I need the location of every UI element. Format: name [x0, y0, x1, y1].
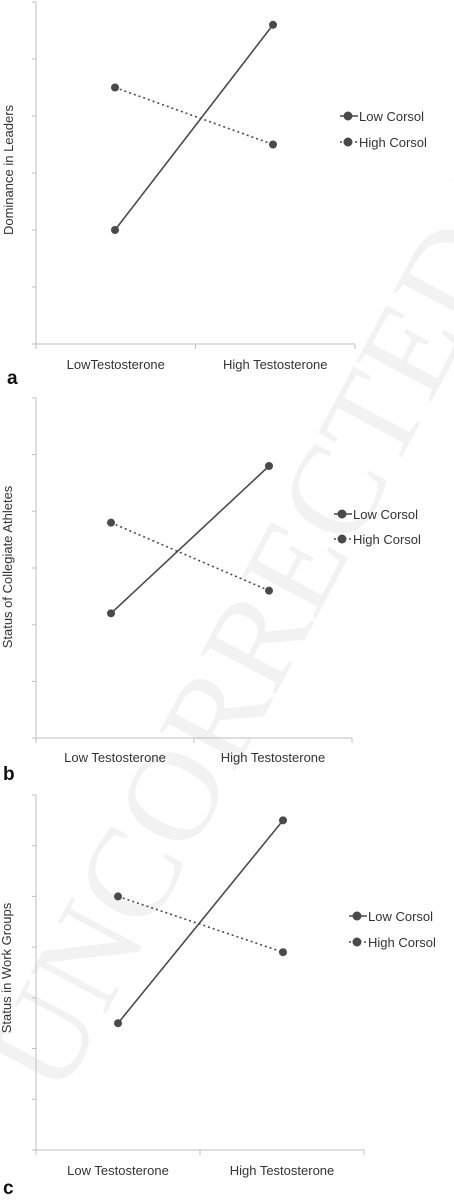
panel-label: c — [3, 1178, 14, 1199]
x-tick-label: Low Testosterone — [67, 1163, 169, 1178]
legend-label: Low Corsol — [359, 109, 424, 124]
x-tick-label: High Testosterone — [230, 1163, 335, 1178]
series-line-low-corsol — [110, 465, 270, 614]
data-point-low-corsol — [265, 462, 273, 470]
data-point-low-corsol — [114, 1019, 122, 1028]
legend-marker — [337, 509, 347, 519]
legend-label: Low Corsol — [368, 909, 433, 924]
data-point-low-corsol — [269, 20, 277, 29]
y-axis-label: Status in Work Groups — [0, 902, 14, 1033]
x-tick-label: LowTestosterone — [67, 357, 165, 372]
legend-marker — [352, 937, 362, 947]
panel-label: a — [7, 368, 18, 389]
y-axis-label: Status of Collegiate Athletes — [0, 485, 15, 648]
panel-label: b — [3, 764, 15, 785]
chart-panel-b: Low Testosterone High Testosterone Status … — [0, 397, 421, 785]
series-line-high-corsol — [117, 895, 284, 953]
legend-label: Low Corsol — [353, 507, 418, 522]
x-tick-label: Low Testosterone — [64, 750, 166, 765]
chart-panel-a: LowTestosterone High Testosterone Dominanc… — [1, 1, 427, 389]
data-point-low-corsol — [111, 226, 119, 234]
legend-marker — [343, 137, 353, 147]
series-line-high-corsol — [114, 86, 274, 146]
legend-marker — [337, 534, 347, 544]
data-point-high-corsol — [279, 948, 287, 957]
series-line-high-corsol — [110, 521, 270, 592]
series-line-low-corsol — [117, 819, 284, 1024]
chart-panel-c: Low Testosterone High Testosterone Status … — [0, 794, 436, 1199]
data-point-low-corsol — [279, 816, 287, 825]
data-point-high-corsol — [265, 586, 273, 595]
data-point-high-corsol — [114, 892, 122, 901]
x-tick-label: High Testosterone — [221, 750, 326, 765]
legend-marker — [352, 911, 362, 921]
data-point-high-corsol — [111, 83, 119, 92]
data-point-high-corsol — [107, 518, 115, 527]
legend-label: High Corsol — [353, 532, 421, 547]
x-tick-label: High Testosterone — [223, 357, 328, 372]
y-axis-label: Dominance in Leaders — [1, 104, 16, 235]
legend-label: High Corsol — [359, 135, 427, 150]
series-line-low-corsol — [114, 24, 274, 231]
legend-marker — [343, 111, 353, 121]
data-point-low-corsol — [107, 609, 115, 618]
legend-label: High Corsol — [368, 935, 436, 950]
data-point-high-corsol — [269, 140, 277, 149]
